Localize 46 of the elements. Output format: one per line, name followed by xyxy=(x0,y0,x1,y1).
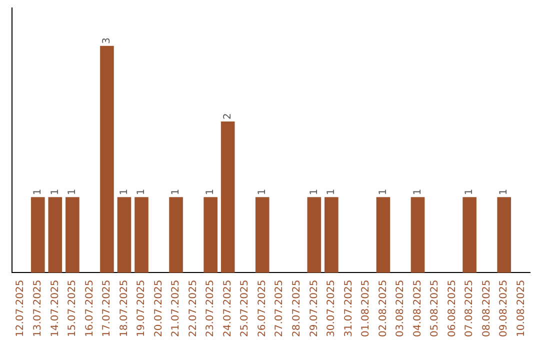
x-tick-label: 23.07.2025 xyxy=(205,280,216,338)
x-tick-label: 09.08.2025 xyxy=(498,280,510,338)
x-tick-label: 01.08.2025 xyxy=(360,280,372,338)
x-tick-label: 30.07.2025 xyxy=(326,280,338,338)
data-label: 1 xyxy=(378,188,389,196)
x-tick-label: 27.07.2025 xyxy=(274,280,286,338)
data-label: 1 xyxy=(32,188,44,196)
data-label: 2 xyxy=(222,113,234,120)
x-tick-label: 07.08.2025 xyxy=(464,280,476,338)
x-tick-label: 13.07.2025 xyxy=(32,280,44,338)
data-label: 3 xyxy=(102,37,113,44)
x-tick-label: 12.07.2025 xyxy=(15,280,26,338)
data-label: 1 xyxy=(464,188,476,196)
x-tick-label: 21.07.2025 xyxy=(170,280,182,338)
x-tick-label: 15.07.2025 xyxy=(67,280,78,338)
x-tick-label: 10.08.2025 xyxy=(516,280,527,338)
x-tick-label: 20.07.2025 xyxy=(153,280,164,338)
x-tick-label: 02.08.2025 xyxy=(378,280,389,338)
x-tick-label: 24.07.2025 xyxy=(222,280,234,338)
x-tick-label: 26.07.2025 xyxy=(256,280,268,338)
x-tick-label: 06.08.2025 xyxy=(446,280,458,338)
data-label: 1 xyxy=(412,188,424,196)
data-label: 1 xyxy=(308,188,320,196)
x-tick-label: 28.07.2025 xyxy=(291,280,302,338)
x-tick-label: 19.07.2025 xyxy=(136,280,148,338)
data-label: 1 xyxy=(326,188,338,196)
x-tick-label: 14.07.2025 xyxy=(50,280,61,338)
x-tick-label: 22.07.2025 xyxy=(188,280,199,338)
data-label: 1 xyxy=(67,188,78,196)
data-label: 1 xyxy=(170,188,182,196)
x-tick-label: 16.07.2025 xyxy=(84,280,96,338)
x-tick-label: 29.07.2025 xyxy=(308,280,320,338)
data-label: 1 xyxy=(498,188,510,196)
x-tick-label: 05.08.2025 xyxy=(430,280,441,338)
x-tick-label: 08.08.2025 xyxy=(481,280,492,338)
x-tick-label: 25.07.2025 xyxy=(240,280,251,338)
data-label: 1 xyxy=(205,188,216,196)
data-label: 1 xyxy=(118,188,130,196)
x-tick-label: 03.08.2025 xyxy=(395,280,406,338)
data-label: 1 xyxy=(256,188,268,196)
x-tick-label: 04.08.2025 xyxy=(412,280,424,338)
x-tick-label: 31.07.2025 xyxy=(343,280,354,338)
x-tick-label: 18.07.2025 xyxy=(118,280,130,338)
data-label: 1 xyxy=(136,188,148,196)
data-label: 1 xyxy=(50,188,61,196)
x-tick-label: 17.07.2025 xyxy=(102,280,113,338)
